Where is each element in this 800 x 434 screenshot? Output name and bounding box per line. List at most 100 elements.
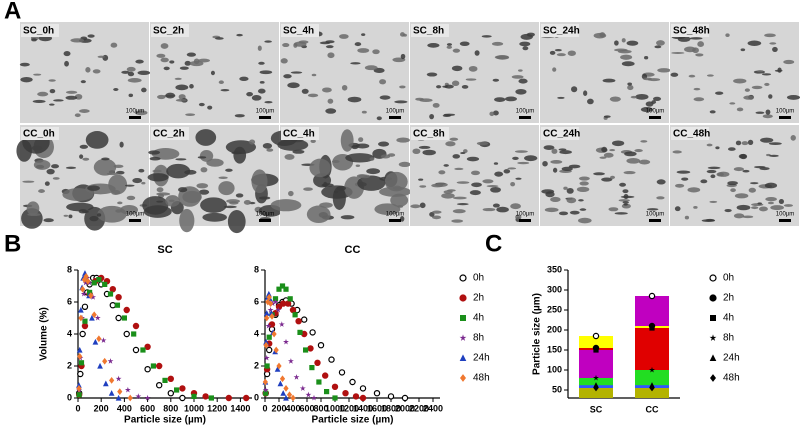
- particle: [322, 87, 332, 93]
- data-point: [262, 386, 269, 393]
- particle: [429, 212, 435, 217]
- particle: [48, 103, 55, 106]
- y-tick-label: 4: [67, 328, 72, 338]
- scale-label: 100µm: [386, 212, 404, 218]
- data-point: [97, 362, 103, 369]
- particle: [332, 186, 346, 210]
- particle: [412, 148, 421, 155]
- particle: [646, 208, 659, 211]
- particle: [452, 209, 466, 214]
- particle: [441, 193, 455, 199]
- particle: [68, 214, 73, 219]
- particle: [48, 79, 56, 82]
- particle: [550, 160, 563, 164]
- particle: [544, 207, 559, 213]
- data-point: [401, 394, 409, 402]
- particle: [287, 82, 300, 89]
- particle: [461, 85, 469, 89]
- mean-marker: [649, 384, 655, 392]
- data-point: [123, 330, 130, 338]
- scale-bar: [519, 116, 531, 119]
- particle: [623, 194, 629, 200]
- label-bg: [671, 127, 709, 140]
- particle: [644, 56, 649, 60]
- tile-label: SC_24h: [543, 26, 580, 37]
- particle: [471, 182, 482, 188]
- data-point: [286, 391, 293, 399]
- particle: [419, 202, 426, 209]
- mean-marker: [593, 374, 599, 381]
- data-point: [387, 393, 395, 400]
- x-tick-label: 0: [262, 403, 267, 413]
- particle: [380, 154, 391, 159]
- particle: [733, 213, 745, 219]
- data-point: [102, 281, 108, 287]
- particle: [446, 45, 453, 49]
- particle: [601, 146, 608, 153]
- particle: [727, 181, 738, 186]
- particle: [143, 205, 172, 218]
- y-tick-label: 350: [547, 264, 562, 274]
- particle: [184, 60, 191, 66]
- particle: [189, 60, 204, 67]
- particle: [37, 91, 49, 97]
- scale-label: 100µm: [646, 109, 664, 115]
- x-tick-label: 400: [117, 403, 132, 413]
- x-tick-label: 2000: [395, 403, 415, 413]
- particle: [693, 205, 698, 209]
- particle: [489, 111, 495, 117]
- particle: [79, 144, 89, 149]
- particle: [603, 152, 614, 158]
- particle: [369, 157, 375, 161]
- particle: [459, 41, 470, 47]
- x-tick-label: 2400: [423, 403, 443, 413]
- data-point: [77, 353, 83, 360]
- particle: [361, 33, 366, 37]
- particle: [640, 107, 653, 113]
- data-point: [121, 315, 127, 321]
- data-point: [127, 394, 133, 402]
- particle: [760, 137, 774, 143]
- particle: [345, 153, 375, 163]
- particle: [379, 95, 391, 100]
- particle: [137, 70, 151, 75]
- particle: [78, 209, 88, 214]
- particle: [235, 193, 244, 198]
- particle: [748, 187, 756, 193]
- particle: [542, 160, 548, 167]
- particle: [43, 218, 54, 223]
- particle: [551, 148, 558, 154]
- data-point: [132, 322, 140, 330]
- particle: [97, 205, 127, 223]
- data-point: [167, 375, 174, 382]
- particle: [64, 60, 69, 67]
- particle: [82, 157, 90, 161]
- tile-label: SC_4h: [283, 26, 314, 37]
- particle: [200, 167, 208, 173]
- label-bg: [541, 24, 579, 37]
- particle: [398, 161, 411, 168]
- data-point: [115, 394, 122, 401]
- data-point: [303, 347, 309, 353]
- data-point: [131, 331, 137, 337]
- particle: [358, 137, 364, 143]
- particle: [626, 40, 639, 46]
- particle: [561, 166, 573, 171]
- particle: [552, 67, 557, 72]
- y-tick-label: 0: [67, 392, 72, 402]
- data-point: [96, 277, 102, 283]
- particle: [135, 59, 144, 64]
- particle: [65, 166, 77, 170]
- data-point: [80, 290, 87, 297]
- particle: [494, 55, 509, 60]
- data-point: [279, 283, 286, 289]
- data-point: [338, 369, 346, 376]
- particle: [518, 69, 523, 72]
- particle: [377, 141, 390, 147]
- particle: [121, 70, 130, 74]
- data-point: [91, 280, 97, 286]
- particle: [138, 168, 145, 173]
- particle: [609, 96, 621, 102]
- particle: [262, 143, 273, 149]
